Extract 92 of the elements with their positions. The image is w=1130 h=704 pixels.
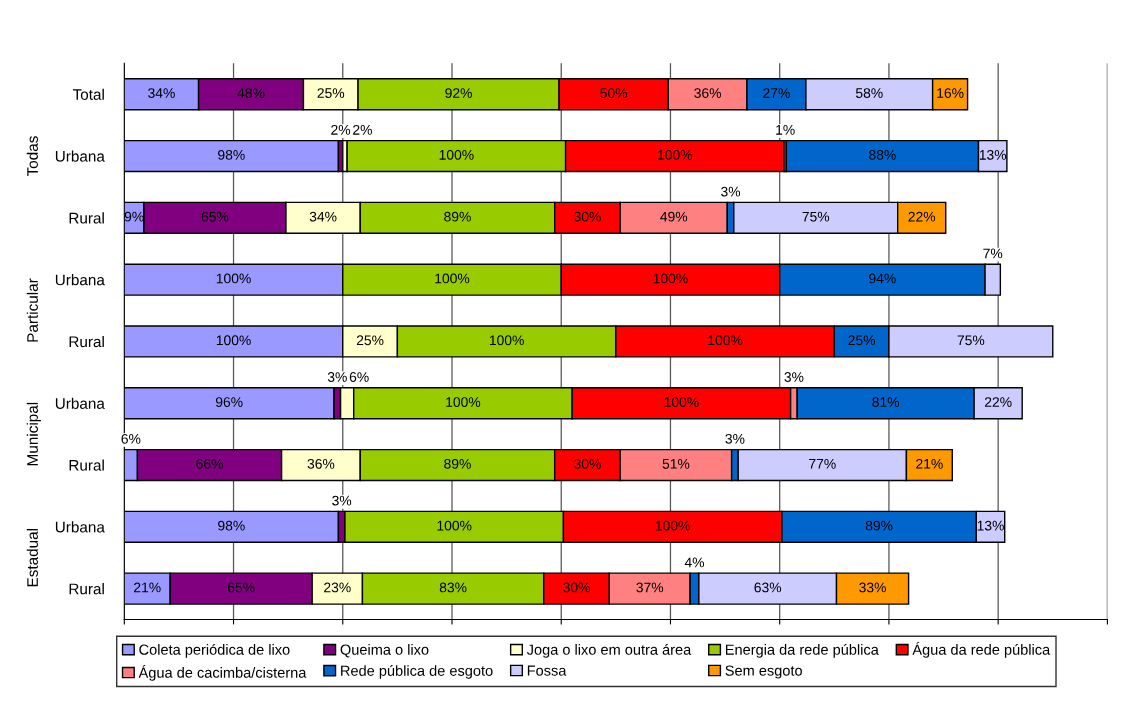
data-label: 13%: [979, 149, 1007, 160]
data-label: 36%: [307, 458, 335, 469]
data-label: 100%: [708, 335, 743, 346]
y-tick-label: Urbana: [55, 274, 105, 286]
data-label: 7%: [983, 248, 1003, 259]
data-label: 37%: [636, 582, 664, 593]
data-label: 65%: [227, 582, 255, 593]
text: Todas: [26, 136, 38, 177]
data-label: 100%: [446, 397, 481, 407]
data-label: 88%: [869, 149, 896, 160]
y-tick-label: Urbana: [55, 521, 105, 533]
data-label: 89%: [444, 211, 471, 222]
data-label: 75%: [802, 211, 830, 222]
data-label: 98%: [218, 520, 245, 531]
data-label: 23%: [324, 582, 351, 593]
text: Estadual: [26, 529, 38, 587]
data-label: 6%: [121, 433, 141, 444]
data-label: 25%: [848, 335, 876, 346]
legend-label: Coleta periódica de lixo: [139, 643, 290, 658]
data-label: 66%: [196, 458, 223, 469]
data-label: 3%: [725, 433, 745, 444]
data-label: 33%: [859, 582, 886, 593]
data-label: 21%: [916, 458, 943, 469]
legend-label: Água da rede pública: [912, 642, 1051, 658]
data-label: 81%: [872, 397, 900, 407]
y-tick-label: Total: [72, 88, 104, 100]
data-label: 65%: [201, 211, 229, 222]
bar: [124, 510, 340, 543]
legend-label: Fossa: [527, 665, 567, 676]
legend-label: Queima o lixo: [340, 644, 429, 658]
y-tick-label: Rural: [69, 212, 104, 224]
data-label: 96%: [215, 397, 243, 407]
data-label: 100%: [216, 273, 251, 284]
data-label: 22%: [984, 397, 1012, 407]
data-label: 100%: [655, 520, 690, 531]
data-label: 25%: [356, 335, 384, 346]
data-label: 2%: [353, 124, 372, 135]
data-label: 3%: [332, 495, 352, 506]
data-label: 36%: [694, 88, 722, 98]
data-label: 25%: [317, 88, 345, 98]
data-label: 100%: [658, 149, 693, 160]
y-tick-label: Rural: [69, 583, 104, 595]
data-label: 3%: [784, 372, 804, 382]
data-label: 21%: [134, 582, 161, 593]
data-label: 75%: [957, 335, 985, 346]
data-label: 50%: [600, 88, 628, 98]
data-label: 100%: [653, 273, 688, 284]
text: Particular: [26, 278, 38, 342]
data-label: 100%: [435, 273, 470, 284]
data-label: 92%: [445, 88, 472, 98]
data-label: 6%: [349, 372, 369, 382]
y-tick-label: Urbana: [55, 150, 105, 162]
data-label: 100%: [489, 335, 524, 346]
data-label: 30%: [574, 458, 601, 469]
data-label: 34%: [309, 211, 337, 222]
y-tick-label: Urbana: [55, 397, 105, 409]
data-label: 3%: [721, 186, 741, 197]
data-label: 49%: [660, 211, 688, 222]
data-label: 83%: [439, 582, 467, 593]
data-label: 34%: [148, 88, 175, 98]
data-label: 100%: [439, 149, 474, 160]
data-label: 2%: [331, 124, 351, 135]
legend-label: Sem esgoto: [725, 665, 802, 679]
y-tick-label: Rural: [69, 459, 104, 471]
data-label: 48%: [237, 88, 265, 98]
data-label: 94%: [869, 273, 896, 284]
data-label: 1%: [776, 125, 795, 135]
legend-label: Rede pública de esgoto: [341, 665, 493, 679]
legend-label: Joga o lixo em outra área: [526, 643, 692, 658]
data-label: 89%: [865, 520, 893, 531]
data-label: 22%: [908, 211, 936, 222]
data-label: 98%: [218, 149, 245, 160]
y-tick-label: Rural: [69, 335, 104, 348]
data-label: 77%: [809, 458, 836, 469]
data-label: 4%: [684, 557, 705, 568]
data-label: 100%: [437, 520, 472, 531]
legend-label: Água de cacimba/cisterna: [138, 665, 307, 681]
data-label: 27%: [763, 88, 790, 98]
data-label: 89%: [444, 458, 471, 469]
data-label: 51%: [662, 458, 690, 469]
text: Municipal: [26, 402, 41, 466]
data-label: 30%: [563, 582, 590, 593]
data-label: 63%: [754, 582, 782, 593]
data-label: 3%: [327, 372, 347, 382]
data-label: 100%: [216, 335, 251, 346]
data-label: 100%: [664, 397, 699, 407]
data-label: 58%: [855, 88, 883, 98]
data-label: 13%: [977, 520, 1004, 531]
data-label: 30%: [574, 211, 601, 222]
bar: [124, 139, 340, 173]
data-label: 16%: [937, 88, 964, 98]
legend-label: Energia da rede pública: [725, 643, 879, 658]
